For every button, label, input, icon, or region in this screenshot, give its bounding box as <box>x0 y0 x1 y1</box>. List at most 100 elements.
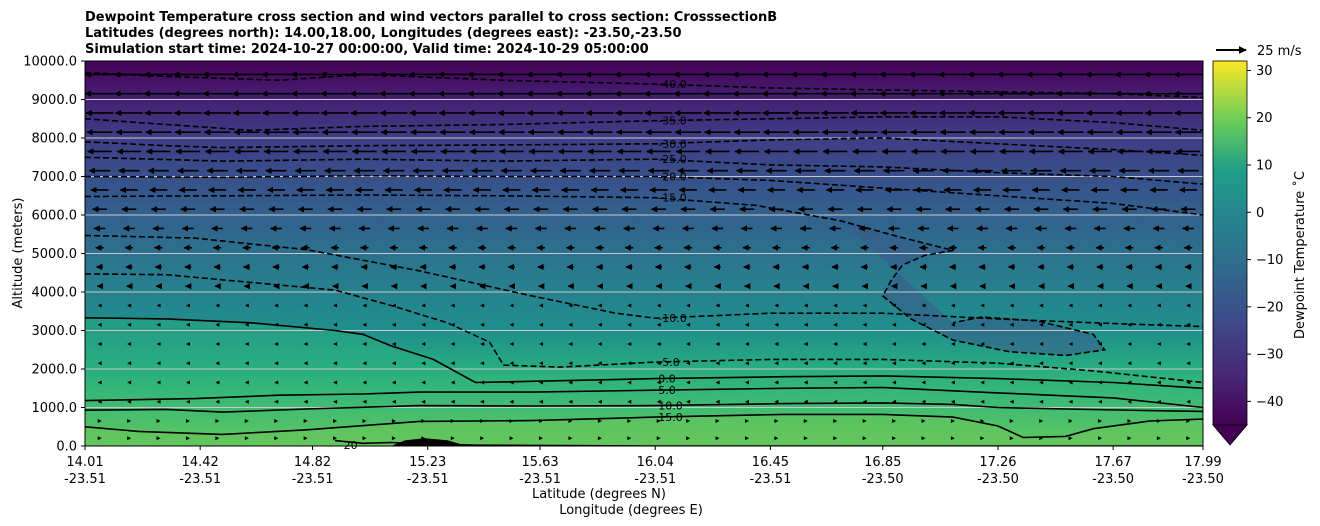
contour-label: -5.0 <box>658 356 679 369</box>
x-axis-label-2: Longitude (degrees E) <box>559 503 703 518</box>
wind-vector <box>1098 341 1103 346</box>
wind-vector <box>391 399 396 404</box>
wind-vector <box>215 322 220 327</box>
wind-vector <box>362 418 367 423</box>
wind-vector <box>627 436 632 441</box>
wind-vector <box>156 436 161 441</box>
contour-label: 0.0 <box>658 373 676 386</box>
wind-vector <box>244 418 249 423</box>
wind-vector <box>156 303 161 308</box>
wind-vector <box>391 341 396 346</box>
wind-vector <box>1127 361 1132 366</box>
wind-vector <box>127 436 132 441</box>
wind-vector <box>421 361 426 366</box>
wind-vector <box>127 399 132 404</box>
wind-vector <box>1068 341 1073 346</box>
wind-vector <box>656 361 661 366</box>
wind-vector <box>833 436 838 441</box>
wind-vector <box>715 399 720 404</box>
wind-vector <box>480 380 485 385</box>
wind-vector <box>1156 341 1161 346</box>
wind-vector <box>303 436 308 441</box>
wind-vector <box>244 380 249 385</box>
contour-labels: 20 15.010.0 5.00.0 -5.0 -10.0 -15.0 -20.0 -25.0… <box>344 78 687 452</box>
wind-vector <box>97 322 102 327</box>
wind-vector <box>627 380 632 385</box>
terrain-mask <box>391 438 467 446</box>
wind-vector <box>833 303 838 308</box>
y-tick-label: 9000.0 <box>32 93 78 108</box>
wind-vector <box>950 399 955 404</box>
wind-vector <box>97 341 102 346</box>
wind-vector <box>715 380 720 385</box>
y-tick-label: 10000.0 <box>23 55 77 70</box>
quiver-key: 25 m/s <box>1216 44 1302 59</box>
wind-vector <box>450 436 455 441</box>
contour-label: -20.0 <box>658 171 686 184</box>
wind-vector <box>686 322 691 327</box>
wind-vector <box>980 380 985 385</box>
wind-vector <box>127 303 132 308</box>
x-tick-label-lat: 14.01 <box>66 455 103 470</box>
contour-line-15 <box>85 413 1203 439</box>
wind-vector <box>450 399 455 404</box>
contour-label: -15.0 <box>658 192 686 205</box>
wind-vector <box>892 322 897 327</box>
wind-vector <box>1009 322 1014 327</box>
wind-vector <box>303 303 308 308</box>
wind-vector <box>1127 380 1132 385</box>
wind-vector <box>480 418 485 423</box>
wind-vector <box>156 322 161 327</box>
wind-vector <box>862 436 867 441</box>
wind-vector <box>1009 380 1014 385</box>
x-tick-label-lon: -23.50 <box>1092 472 1134 487</box>
x-tick-label-lon: -23.51 <box>519 472 561 487</box>
wind-vector <box>421 380 426 385</box>
wind-vector <box>774 436 779 441</box>
contour-label: 20 <box>344 439 358 452</box>
wind-vector <box>597 361 602 366</box>
wind-vector <box>892 341 897 346</box>
wind-vector <box>215 361 220 366</box>
wind-vector <box>1156 380 1161 385</box>
wind-vector <box>1039 380 1044 385</box>
wind-vector <box>686 361 691 366</box>
wind-vector <box>450 418 455 423</box>
wind-vector <box>1098 399 1103 404</box>
wind-vector <box>185 380 190 385</box>
wind-vector <box>333 418 338 423</box>
wind-vector <box>950 341 955 346</box>
wind-vector <box>362 341 367 346</box>
contour-line-5 <box>85 386 1203 409</box>
wind-vector <box>833 399 838 404</box>
wind-vector <box>862 303 867 308</box>
wind-vector <box>568 380 573 385</box>
wind-vector <box>833 361 838 366</box>
wind-vector <box>744 399 749 404</box>
wind-vector <box>1009 303 1014 308</box>
wind-vector <box>950 361 955 366</box>
x-tick-label-lon: -23.51 <box>64 472 106 487</box>
wind-vector <box>391 418 396 423</box>
wind-vector <box>421 418 426 423</box>
wind-vector <box>656 436 661 441</box>
wind-vector <box>362 399 367 404</box>
wind-vector <box>950 380 955 385</box>
wind-vector <box>539 361 544 366</box>
wind-vector <box>480 361 485 366</box>
contour-label: 15.0 <box>658 411 683 424</box>
contour-line-neg30 <box>85 137 1203 157</box>
wind-vector <box>980 436 985 441</box>
title-line-3: Simulation start time: 2024-10-27 00:00:… <box>85 42 649 57</box>
wind-vector <box>568 303 573 308</box>
wind-vector <box>1127 303 1132 308</box>
wind-vector <box>362 436 367 441</box>
wind-vector <box>1156 399 1161 404</box>
wind-vector <box>450 361 455 366</box>
wind-vector <box>568 399 573 404</box>
contour-line-neg35 <box>85 116 1203 132</box>
wind-vector <box>833 380 838 385</box>
wind-vector <box>391 380 396 385</box>
wind-vector <box>715 436 720 441</box>
wind-vector <box>244 361 249 366</box>
